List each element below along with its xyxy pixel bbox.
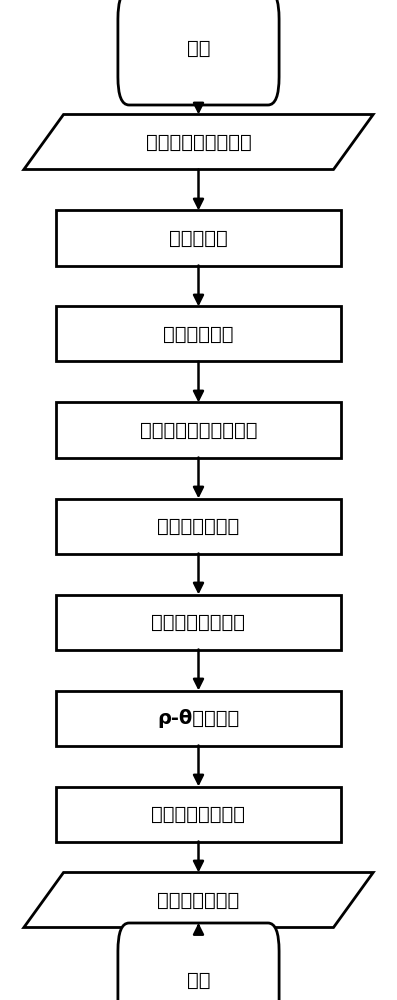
Text: 图像预处理: 图像预处理 xyxy=(169,229,228,247)
Text: 开始: 开始 xyxy=(187,38,210,57)
Bar xyxy=(56,786,341,842)
Text: 结束: 结束 xyxy=(187,970,210,990)
Text: 多最大值点提取: 多最大值点提取 xyxy=(157,516,240,536)
Bar xyxy=(56,594,341,650)
Text: 最大值异常点剔除: 最大值异常点剔除 xyxy=(152,612,245,632)
Text: 输出指针表读数: 输出指针表读数 xyxy=(157,890,240,910)
Text: 确定刻度交点坐标: 确定刻度交点坐标 xyxy=(152,804,245,824)
Text: 霍夫空间量化能量累加: 霍夫空间量化能量累加 xyxy=(140,420,257,440)
Text: ρ-θ加权平均: ρ-θ加权平均 xyxy=(157,708,240,728)
Bar xyxy=(56,306,341,361)
FancyBboxPatch shape xyxy=(118,923,279,1000)
Bar xyxy=(56,211,341,265)
Bar xyxy=(56,402,341,458)
Text: 输入图片、模板信息: 输入图片、模板信息 xyxy=(146,132,251,151)
Bar xyxy=(56,499,341,554)
Polygon shape xyxy=(24,872,373,928)
FancyBboxPatch shape xyxy=(118,0,279,105)
Text: 霍夫空间构建: 霍夫空间构建 xyxy=(163,324,234,344)
Bar xyxy=(56,691,341,746)
Polygon shape xyxy=(24,114,373,169)
